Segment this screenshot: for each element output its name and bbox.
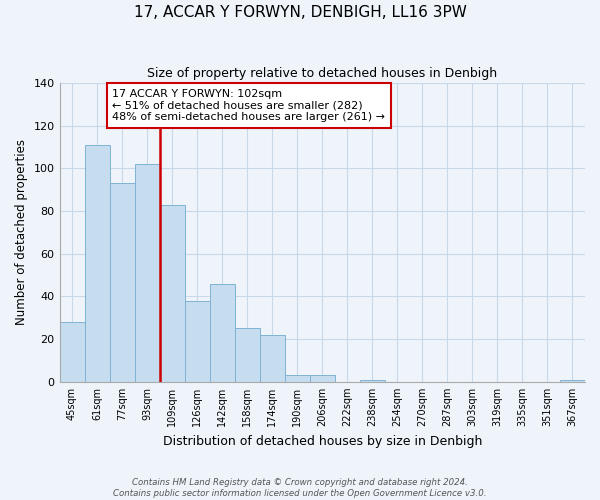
X-axis label: Distribution of detached houses by size in Denbigh: Distribution of detached houses by size … (163, 434, 482, 448)
Bar (260, 335, 285, 382)
Text: Contains HM Land Registry data © Crown copyright and database right 2024.
Contai: Contains HM Land Registry data © Crown c… (113, 478, 487, 498)
Bar (185, 300, 209, 382)
Bar (235, 328, 260, 382)
Title: Size of property relative to detached houses in Denbigh: Size of property relative to detached ho… (147, 68, 497, 80)
Text: 17, ACCAR Y FORWYN, DENBIGH, LL16 3PW: 17, ACCAR Y FORWYN, DENBIGH, LL16 3PW (134, 5, 466, 20)
Bar (160, 204, 185, 382)
Bar (285, 376, 310, 382)
Bar (209, 284, 235, 382)
Bar (85, 145, 110, 382)
Bar (560, 380, 585, 382)
Text: 17 ACCAR Y FORWYN: 102sqm
← 51% of detached houses are smaller (282)
48% of semi: 17 ACCAR Y FORWYN: 102sqm ← 51% of detac… (112, 89, 385, 122)
Bar (310, 376, 335, 382)
Bar (59, 322, 85, 382)
Bar (134, 164, 160, 382)
Y-axis label: Number of detached properties: Number of detached properties (15, 140, 28, 326)
Bar (110, 184, 134, 382)
Bar (360, 380, 385, 382)
